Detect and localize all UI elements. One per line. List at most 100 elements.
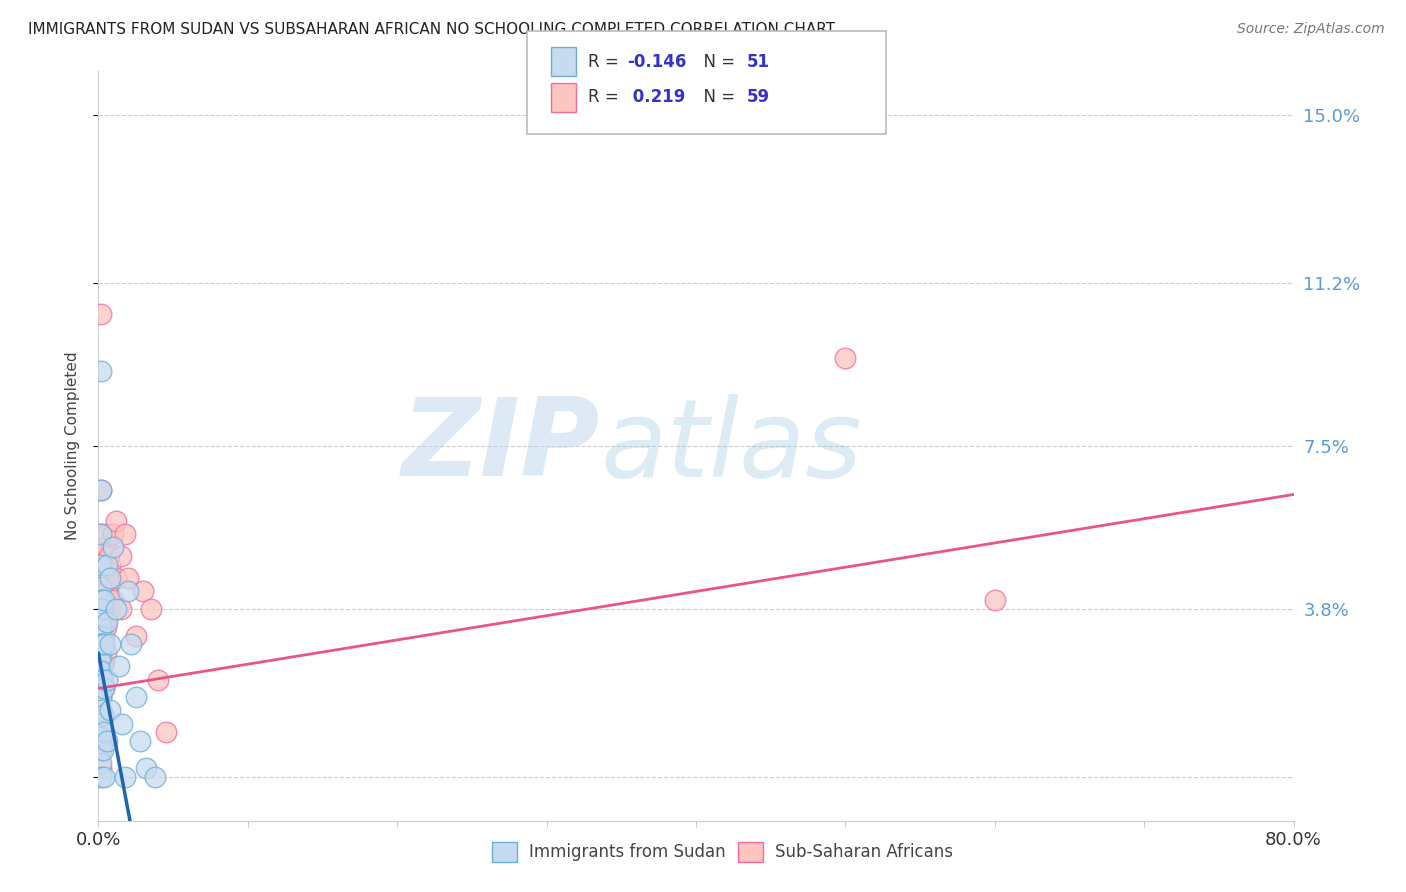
Point bbox=[96, 734, 118, 748]
Point bbox=[94, 541, 117, 555]
Point bbox=[93, 602, 115, 616]
Point bbox=[90, 707, 112, 722]
Point bbox=[90, 632, 112, 647]
Point bbox=[93, 681, 115, 696]
Point bbox=[90, 659, 112, 673]
Point bbox=[96, 558, 118, 572]
Point bbox=[90, 730, 112, 744]
Point bbox=[90, 620, 112, 634]
Point bbox=[90, 716, 112, 731]
Point bbox=[90, 620, 112, 634]
Text: IMMIGRANTS FROM SUDAN VS SUBSAHARAN AFRICAN NO SCHOOLING COMPLETED CORRELATION C: IMMIGRANTS FROM SUDAN VS SUBSAHARAN AFRI… bbox=[28, 22, 835, 37]
Point bbox=[111, 716, 134, 731]
Point bbox=[110, 549, 132, 564]
Point bbox=[114, 770, 136, 784]
Point bbox=[90, 743, 112, 757]
Text: atlas: atlas bbox=[600, 393, 862, 499]
Point bbox=[90, 307, 112, 321]
Point bbox=[93, 725, 115, 739]
Point bbox=[96, 558, 118, 572]
Point bbox=[90, 673, 112, 687]
Point bbox=[90, 593, 112, 607]
Point bbox=[984, 593, 1007, 607]
Point bbox=[90, 602, 112, 616]
Point bbox=[90, 527, 112, 541]
Point bbox=[90, 483, 112, 497]
Point bbox=[91, 681, 114, 696]
Point bbox=[96, 611, 118, 625]
Point bbox=[98, 571, 122, 585]
Point bbox=[90, 527, 112, 541]
Point bbox=[90, 593, 112, 607]
Point bbox=[108, 659, 131, 673]
Point bbox=[90, 761, 112, 775]
Point bbox=[90, 690, 112, 705]
Text: -0.146: -0.146 bbox=[627, 53, 686, 70]
Point bbox=[105, 571, 128, 585]
Point bbox=[98, 602, 122, 616]
Point bbox=[90, 558, 112, 572]
Point bbox=[90, 580, 112, 594]
Point bbox=[90, 483, 112, 497]
Point bbox=[94, 620, 117, 634]
Point bbox=[148, 673, 170, 687]
Text: Immigrants from Sudan: Immigrants from Sudan bbox=[529, 843, 725, 861]
Point bbox=[117, 584, 139, 599]
Point bbox=[90, 703, 112, 717]
Point bbox=[94, 566, 117, 581]
Text: Sub-Saharan Africans: Sub-Saharan Africans bbox=[775, 843, 953, 861]
Point bbox=[93, 637, 115, 651]
Point bbox=[98, 703, 122, 717]
Point bbox=[90, 681, 112, 696]
Text: ZIP: ZIP bbox=[402, 393, 600, 499]
Point bbox=[91, 602, 114, 616]
Point bbox=[91, 707, 114, 722]
Point bbox=[93, 770, 115, 784]
Point bbox=[93, 628, 115, 642]
Point bbox=[834, 351, 856, 365]
Point bbox=[105, 602, 128, 616]
Point bbox=[98, 637, 122, 651]
Point bbox=[110, 602, 132, 616]
Point bbox=[90, 628, 112, 642]
Point bbox=[117, 571, 139, 585]
Point bbox=[93, 655, 115, 669]
Text: R =: R = bbox=[588, 53, 624, 70]
Point bbox=[132, 584, 155, 599]
Point bbox=[98, 558, 122, 572]
Point bbox=[143, 770, 166, 784]
Point bbox=[90, 364, 112, 378]
Point bbox=[97, 549, 120, 564]
Point bbox=[103, 527, 125, 541]
Point bbox=[96, 527, 118, 541]
Point bbox=[90, 646, 112, 660]
Point bbox=[129, 734, 152, 748]
Text: 59: 59 bbox=[747, 88, 769, 106]
Point bbox=[90, 673, 112, 687]
Point bbox=[90, 725, 112, 739]
Point bbox=[91, 571, 114, 585]
Text: 51: 51 bbox=[747, 53, 769, 70]
Y-axis label: No Schooling Completed: No Schooling Completed bbox=[65, 351, 80, 541]
Point bbox=[91, 655, 114, 669]
Point bbox=[91, 637, 114, 651]
Point bbox=[97, 593, 120, 607]
Point bbox=[91, 541, 114, 555]
Point bbox=[90, 607, 112, 621]
Point bbox=[91, 743, 114, 757]
Point bbox=[155, 725, 177, 739]
Point bbox=[90, 743, 112, 757]
Point bbox=[90, 664, 112, 678]
Point bbox=[90, 580, 112, 594]
Point bbox=[96, 584, 118, 599]
Point bbox=[90, 690, 112, 705]
Point bbox=[96, 673, 118, 687]
Point bbox=[93, 549, 115, 564]
Point bbox=[139, 602, 162, 616]
Point bbox=[93, 593, 115, 607]
Point bbox=[91, 734, 114, 748]
Text: 0.219: 0.219 bbox=[627, 88, 686, 106]
Point bbox=[125, 690, 148, 705]
Point bbox=[103, 593, 125, 607]
Point bbox=[135, 761, 157, 775]
